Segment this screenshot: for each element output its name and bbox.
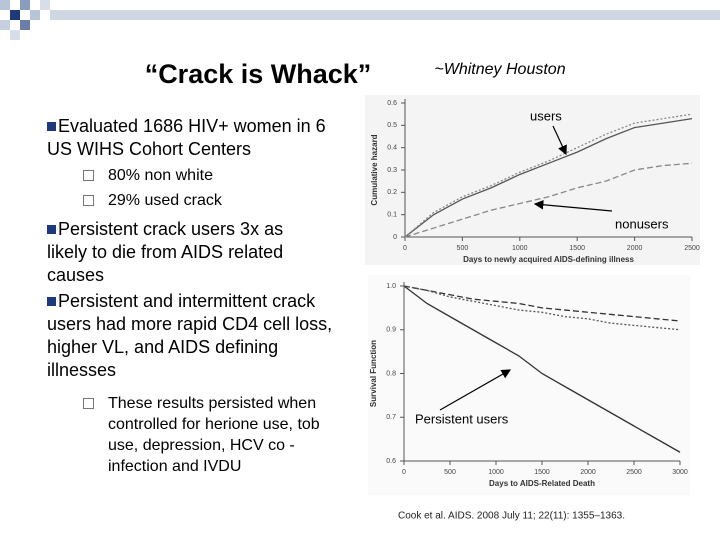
sub-bullet: These results persisted when controlled … <box>108 395 320 475</box>
series-line <box>404 117 693 238</box>
bullet: Persistent crack users 3x as likely to d… <box>47 218 322 287</box>
bullet: Evaluated 1686 HIV+ women in 6 US WIHS C… <box>47 115 337 161</box>
y-tick-label: 0.2 <box>387 189 397 196</box>
decoration <box>0 0 720 40</box>
x-tick-label: 500 <box>444 469 456 476</box>
series-line <box>403 285 681 331</box>
y-tick-label: 0.6 <box>387 100 397 107</box>
x-tick-label: 2500 <box>684 245 700 252</box>
x-tick-label: 1500 <box>534 469 550 476</box>
x-tick-label: 2000 <box>580 469 596 476</box>
bullet: Persistent and intermittent crack users … <box>47 290 337 382</box>
annotation: users <box>530 108 562 123</box>
y-axis-label: Cumulative hazard <box>370 134 379 205</box>
x-axis-label: Days to AIDS-Related Death <box>489 479 595 488</box>
title: “Crack is Whack” <box>145 59 372 89</box>
sub-marker <box>83 195 94 206</box>
annotation-arrow <box>533 199 613 212</box>
x-tick-label: 0 <box>403 245 407 252</box>
x-tick-label: 1000 <box>512 245 528 252</box>
annotation: nonusers <box>615 216 669 231</box>
x-tick-label: 3000 <box>672 469 688 476</box>
y-tick-label: 0.6 <box>386 458 396 465</box>
y-tick-label: 1.0 <box>386 283 396 290</box>
y-tick-label: 0.7 <box>386 414 396 421</box>
series-line <box>403 285 681 453</box>
x-tick-label: 2000 <box>627 245 643 252</box>
bullet-text: Persistent crack users 3x as likely to d… <box>47 219 284 285</box>
y-axis-label: Survival Function <box>369 340 378 407</box>
y-tick-label: 0 <box>393 234 397 241</box>
y-tick-label: 0.5 <box>387 122 397 129</box>
citation: Cook et al. AIDS. 2008 July 11; 22(11): … <box>398 511 625 522</box>
x-tick-label: 1500 <box>569 245 585 252</box>
series-line <box>404 162 693 238</box>
bullet-text: Evaluated 1686 HIV+ women in 6 US WIHS C… <box>47 116 326 159</box>
series-line <box>403 285 681 322</box>
x-tick-label: 1000 <box>488 469 504 476</box>
y-tick-label: 0.1 <box>387 212 397 219</box>
x-tick-label: 500 <box>457 245 469 252</box>
y-tick-label: 0.8 <box>386 370 396 377</box>
annotation-arrow <box>552 125 567 156</box>
y-tick-label: 0.9 <box>386 327 396 334</box>
sub-bullet: 80% non white <box>108 167 213 184</box>
bullet-text: Persistent and intermittent crack users … <box>47 291 333 380</box>
y-tick-label: 0.4 <box>387 145 397 152</box>
chart-bg <box>368 275 690 495</box>
x-tick-label: 0 <box>402 469 406 476</box>
sub-marker <box>83 170 94 181</box>
annotation: Persistent users <box>415 411 509 426</box>
annotation-arrow <box>439 369 512 411</box>
x-axis-label: Days to newly acquired AIDS-defining ill… <box>463 255 634 264</box>
bullet-marker <box>47 297 56 306</box>
y-tick-label: 0.3 <box>387 167 397 174</box>
attribution: ~Whitney Houston <box>434 61 565 78</box>
sub-bullet: 29% used crack <box>108 192 222 209</box>
sub-marker <box>83 398 94 409</box>
bullet-marker <box>47 122 56 131</box>
x-tick-label: 2500 <box>626 469 642 476</box>
bullet-marker <box>47 225 56 234</box>
